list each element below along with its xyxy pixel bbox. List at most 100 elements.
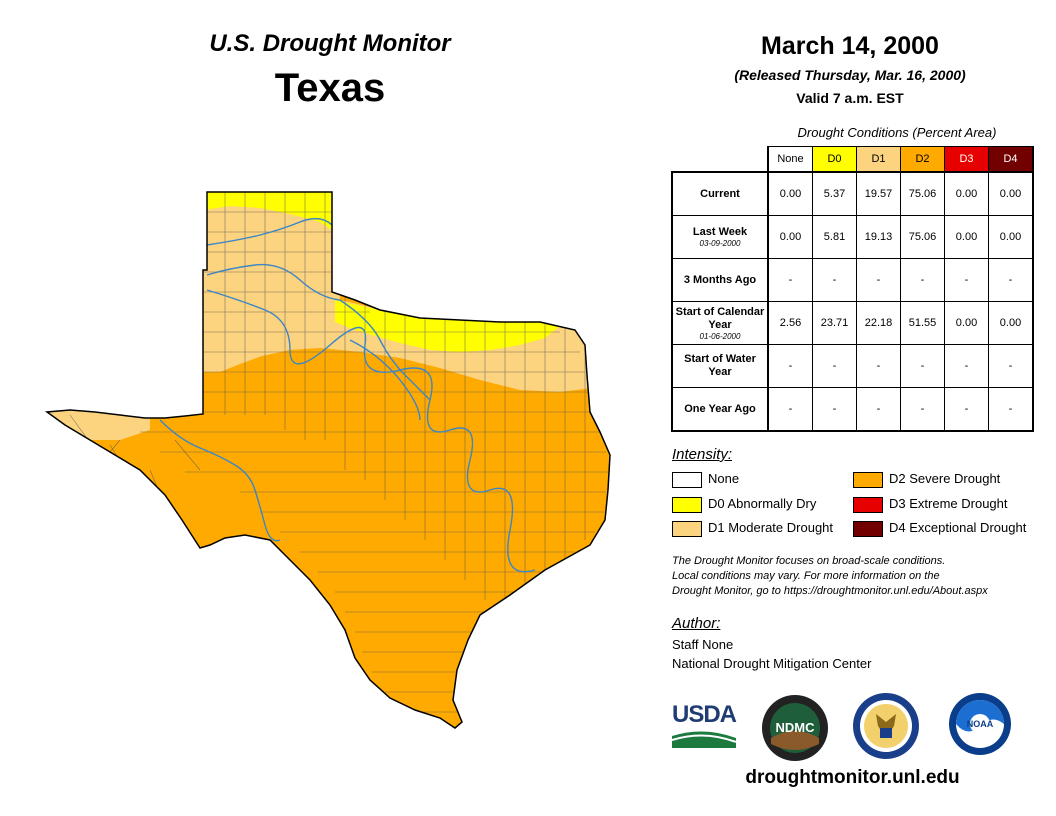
col-header-d2: D2 bbox=[900, 146, 945, 173]
d1-area-west bbox=[47, 400, 150, 440]
map-title: Texas bbox=[274, 66, 386, 110]
row-label: Start of Calendar Year bbox=[675, 305, 765, 331]
table-cell: - bbox=[988, 258, 1034, 302]
map-date: March 14, 2000 bbox=[761, 32, 939, 60]
table-cell: 22.18 bbox=[856, 301, 901, 345]
legend-label: None bbox=[708, 471, 740, 486]
col-header-d0: D0 bbox=[812, 146, 857, 173]
table-cell: - bbox=[944, 258, 989, 302]
legend-item-d3: D3 Extreme Drought bbox=[853, 495, 1008, 513]
table-cell: 0.00 bbox=[988, 171, 1034, 216]
legend-item-d4: D4 Exceptional Drought bbox=[853, 519, 1026, 537]
legend-label: D0 Abnormally Dry bbox=[708, 496, 817, 511]
table-cell: 0.00 bbox=[767, 215, 813, 259]
legend-swatch bbox=[853, 496, 883, 513]
note-line: Local conditions may vary. For more info… bbox=[672, 570, 940, 582]
table-cell: 5.81 bbox=[812, 215, 857, 259]
valid-time: Valid 7 a.m. EST bbox=[796, 90, 904, 106]
author-name: Staff None bbox=[672, 637, 734, 652]
legend-swatch bbox=[853, 520, 883, 537]
col-header-d4: D4 bbox=[988, 146, 1034, 173]
table-cell: 5.37 bbox=[812, 171, 857, 216]
row-label: Start of Water Year bbox=[684, 353, 756, 378]
table-cell: - bbox=[856, 387, 901, 432]
legend-item-d0: D0 Abnormally Dry bbox=[672, 495, 816, 513]
legend-swatch bbox=[672, 471, 702, 488]
table-row: Start of Calendar Year 01-06-2000 2.56 23… bbox=[671, 301, 1034, 345]
table-cell: 19.13 bbox=[856, 215, 901, 259]
table-cell: - bbox=[812, 387, 857, 432]
table-cell: - bbox=[767, 258, 813, 302]
table-cell: 19.57 bbox=[856, 171, 901, 216]
legend-label: D1 Moderate Drought bbox=[708, 520, 834, 535]
table-cell: - bbox=[944, 344, 989, 388]
table-cell: - bbox=[988, 387, 1034, 432]
header-corner bbox=[672, 147, 768, 173]
note-line: Drought Monitor, go to https://droughtmo… bbox=[672, 585, 988, 597]
legend-item-none: None bbox=[672, 470, 739, 488]
table-cell: 75.06 bbox=[900, 171, 945, 216]
table-cell: 0.00 bbox=[767, 171, 813, 216]
table-cell: 23.71 bbox=[812, 301, 857, 345]
d0-area-panhandle bbox=[200, 192, 335, 232]
col-header-d3: D3 bbox=[944, 146, 989, 173]
author-org: National Drought Mitigation Center bbox=[672, 656, 872, 671]
legend-swatch bbox=[672, 496, 702, 513]
table-cell: 0.00 bbox=[944, 215, 989, 259]
table-cell: 0.00 bbox=[988, 301, 1034, 345]
author-title: Author: bbox=[672, 615, 721, 632]
table-row: Last Week 03-09-2000 0.00 5.81 19.13 75.0… bbox=[671, 215, 1034, 259]
release-date: (Released Thursday, Mar. 16, 2000) bbox=[734, 67, 966, 83]
rivers bbox=[159, 217, 536, 573]
note-line: The Drought Monitor focuses on broad-sca… bbox=[672, 555, 946, 567]
conditions-caption: Drought Conditions (Percent Area) bbox=[797, 125, 997, 140]
row-label: Current bbox=[700, 187, 740, 200]
table-row: 3 Months Ago - - - - - - bbox=[671, 258, 1034, 302]
col-header-none: None bbox=[767, 146, 813, 173]
table-cell: 75.06 bbox=[900, 215, 945, 259]
legend-label: D4 Exceptional Drought bbox=[889, 520, 1027, 535]
noaa-logo: NOAA bbox=[949, 693, 1011, 755]
table-cell: 0.00 bbox=[944, 301, 989, 345]
table-cell: - bbox=[812, 258, 857, 302]
drought-conditions-table: None D0 D1 D2 D3 D4 Current 0.00 5.37 19… bbox=[671, 146, 1034, 432]
legend-swatch bbox=[853, 471, 883, 488]
noaa-text: NOAA bbox=[967, 719, 994, 729]
table-header-row: None D0 D1 D2 D3 D4 bbox=[672, 146, 1034, 173]
drought-areas bbox=[47, 192, 610, 728]
commerce-seal-icon bbox=[853, 693, 919, 759]
table-cell: - bbox=[856, 258, 901, 302]
table-row: Current 0.00 5.37 19.57 75.06 0.00 0.00 bbox=[671, 171, 1034, 216]
table-cell: - bbox=[900, 344, 945, 388]
table-row: Start of Water Year - - - - - - bbox=[671, 344, 1034, 388]
ndmc-logo: NDMC bbox=[762, 695, 828, 761]
legend-item-d1: D1 Moderate Drought bbox=[672, 519, 833, 537]
table-cell: - bbox=[900, 387, 945, 432]
legend-title: Intensity: bbox=[672, 446, 733, 463]
legend-item-d2: D2 Severe Drought bbox=[853, 470, 1000, 488]
d2-area bbox=[47, 192, 610, 728]
table-cell: - bbox=[812, 344, 857, 388]
table-row: One Year Ago - - - - - - bbox=[671, 387, 1034, 432]
table-cell: 0.00 bbox=[944, 171, 989, 216]
table-cell: - bbox=[944, 387, 989, 432]
col-header-d1: D1 bbox=[856, 146, 901, 173]
table-cell: - bbox=[767, 387, 813, 432]
table-cell: - bbox=[988, 344, 1034, 388]
site-url[interactable]: droughtmonitor.unl.edu bbox=[745, 767, 960, 788]
row-sublabel: 03-09-2000 bbox=[699, 239, 741, 248]
table-cell: - bbox=[856, 344, 901, 388]
table-cell: 51.55 bbox=[900, 301, 945, 345]
ndmc-text: NDMC bbox=[776, 720, 816, 735]
table-cell: - bbox=[767, 344, 813, 388]
usda-logo: USDA bbox=[672, 701, 737, 728]
legend-label: D3 Extreme Drought bbox=[889, 496, 1008, 511]
row-sublabel: 01-06-2000 bbox=[699, 331, 741, 341]
map-subtitle: U.S. Drought Monitor bbox=[209, 30, 451, 57]
texas-drought-map bbox=[46, 191, 611, 729]
table-cell: - bbox=[900, 258, 945, 302]
legend-label: D2 Severe Drought bbox=[889, 471, 1001, 486]
table-cell: 2.56 bbox=[767, 301, 813, 345]
row-label: Last Week bbox=[692, 226, 748, 238]
legend-swatch bbox=[672, 520, 702, 537]
